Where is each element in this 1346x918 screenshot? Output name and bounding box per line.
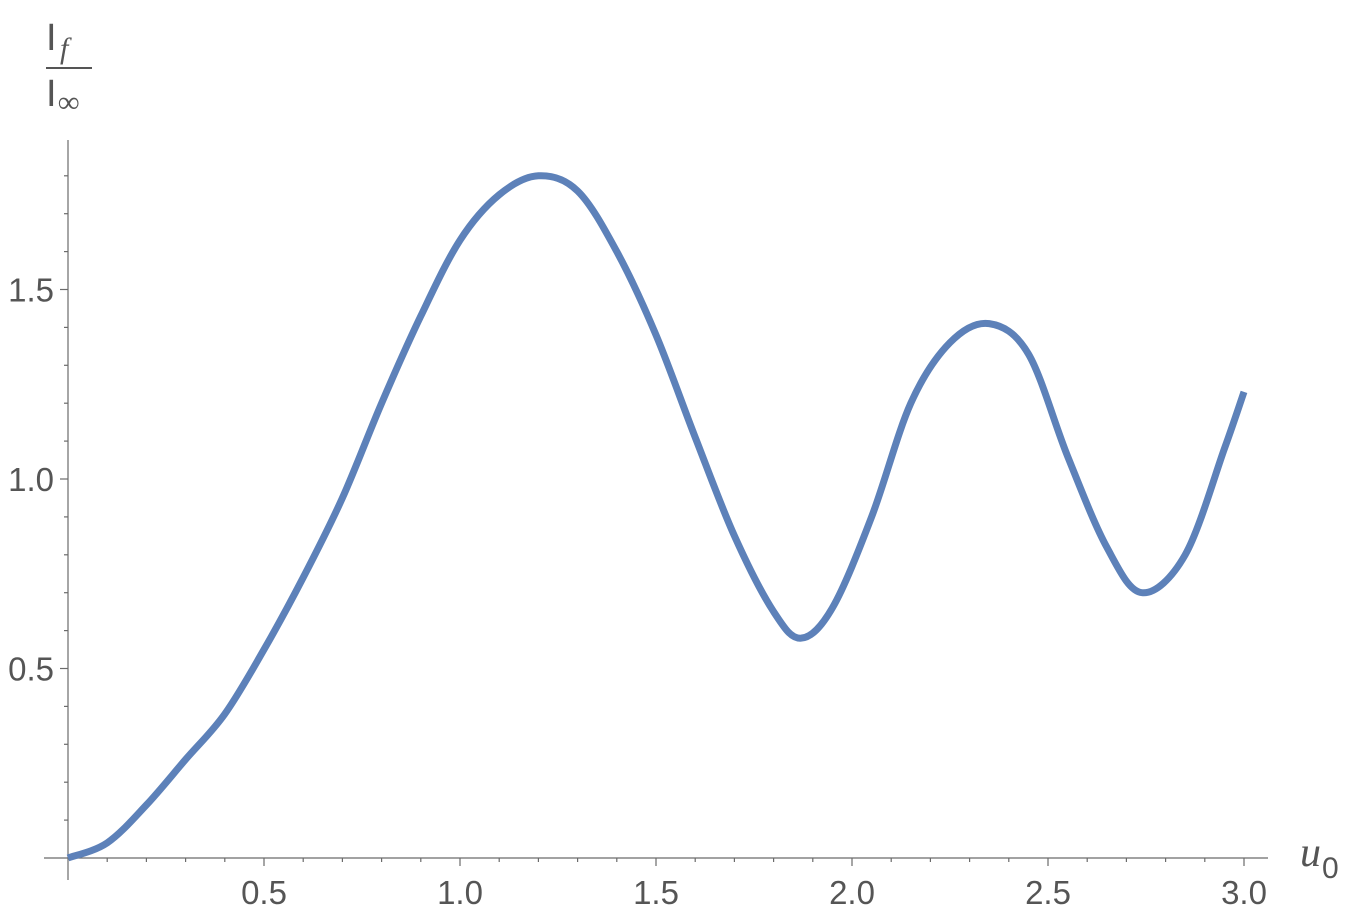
x-tick-label: 2.0 <box>829 874 875 911</box>
axes <box>44 140 1268 880</box>
y-tick-label: 0.5 <box>8 651 54 688</box>
y-label-numerator-sub: f <box>60 32 72 65</box>
y-label-denominator: I <box>46 73 57 115</box>
x-tick-label: 0.5 <box>241 874 287 911</box>
x-axis-label: u 0 <box>1300 830 1339 885</box>
x-tick-label: 1.5 <box>633 874 679 911</box>
ticks <box>60 175 1245 866</box>
y-axis-label: I f I ∞ <box>46 17 92 119</box>
x-label-main: u <box>1300 830 1321 876</box>
x-tick-label: 2.5 <box>1025 874 1071 911</box>
x-tick-label: 3.0 <box>1221 874 1267 911</box>
y-label-denominator-sub: ∞ <box>58 86 79 119</box>
y-tick-label: 1.5 <box>8 272 54 309</box>
series-line <box>66 172 1248 862</box>
y-label-numerator: I <box>46 17 57 59</box>
x-label-sub: 0 <box>1322 852 1339 885</box>
y-tick-label: 1.0 <box>8 461 54 498</box>
x-tick-label: 1.0 <box>437 874 483 911</box>
tick-labels: 0.5 1.0 1.5 2.0 2.5 3.0 0.5 1.0 1.5 <box>8 272 1267 912</box>
